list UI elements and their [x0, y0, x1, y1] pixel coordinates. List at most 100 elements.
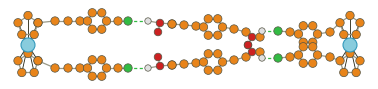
Circle shape: [308, 43, 317, 51]
Circle shape: [326, 53, 334, 61]
Circle shape: [199, 23, 208, 31]
Circle shape: [244, 41, 252, 49]
Circle shape: [76, 17, 84, 25]
Circle shape: [98, 56, 106, 64]
Circle shape: [21, 38, 35, 52]
Circle shape: [102, 64, 111, 72]
Circle shape: [336, 57, 344, 65]
Circle shape: [34, 19, 42, 27]
Circle shape: [145, 18, 151, 24]
Circle shape: [124, 64, 132, 72]
Circle shape: [199, 58, 208, 66]
Circle shape: [204, 31, 212, 39]
Circle shape: [308, 38, 317, 46]
Circle shape: [114, 64, 122, 72]
Circle shape: [343, 38, 357, 52]
Circle shape: [102, 17, 111, 25]
Circle shape: [168, 20, 176, 28]
Circle shape: [34, 57, 42, 65]
Circle shape: [18, 30, 26, 39]
Circle shape: [214, 31, 222, 39]
Circle shape: [356, 19, 364, 27]
Circle shape: [242, 28, 250, 36]
Circle shape: [156, 19, 164, 27]
Circle shape: [356, 57, 364, 65]
Circle shape: [98, 9, 106, 17]
Circle shape: [168, 20, 176, 28]
Circle shape: [242, 53, 250, 61]
Circle shape: [180, 60, 188, 68]
Circle shape: [230, 25, 238, 33]
Circle shape: [145, 65, 151, 71]
Circle shape: [256, 33, 264, 41]
Circle shape: [248, 33, 256, 41]
Circle shape: [259, 55, 265, 61]
Circle shape: [346, 49, 354, 58]
Circle shape: [34, 19, 42, 27]
Circle shape: [34, 57, 42, 65]
Circle shape: [248, 48, 256, 56]
Circle shape: [286, 53, 294, 61]
Circle shape: [154, 28, 162, 36]
Circle shape: [88, 56, 96, 64]
Circle shape: [168, 61, 176, 69]
Circle shape: [274, 27, 282, 35]
Circle shape: [204, 66, 212, 74]
Circle shape: [313, 30, 322, 38]
Circle shape: [180, 21, 188, 29]
Circle shape: [352, 68, 360, 77]
Circle shape: [299, 22, 307, 30]
Circle shape: [30, 68, 39, 77]
Circle shape: [192, 59, 200, 67]
Circle shape: [88, 25, 96, 33]
Circle shape: [259, 28, 265, 34]
Circle shape: [98, 72, 106, 80]
Circle shape: [256, 48, 264, 56]
Circle shape: [308, 22, 317, 30]
Circle shape: [313, 51, 322, 59]
Circle shape: [76, 64, 84, 72]
Circle shape: [98, 25, 106, 33]
Circle shape: [299, 43, 307, 51]
Circle shape: [204, 15, 212, 23]
Circle shape: [18, 68, 26, 77]
Circle shape: [124, 17, 132, 25]
Circle shape: [88, 9, 96, 17]
Circle shape: [114, 17, 122, 25]
Circle shape: [88, 72, 96, 80]
Circle shape: [24, 49, 32, 58]
Circle shape: [51, 64, 59, 72]
Circle shape: [214, 66, 222, 74]
Circle shape: [83, 17, 92, 25]
Circle shape: [244, 41, 252, 49]
Circle shape: [294, 51, 303, 59]
Circle shape: [346, 11, 354, 20]
Circle shape: [336, 19, 344, 27]
Circle shape: [156, 62, 164, 70]
Circle shape: [339, 30, 348, 39]
Circle shape: [230, 56, 238, 64]
Circle shape: [299, 59, 307, 67]
Circle shape: [286, 28, 294, 36]
Circle shape: [51, 17, 59, 25]
Circle shape: [274, 54, 282, 62]
Circle shape: [214, 50, 222, 58]
Circle shape: [83, 64, 92, 72]
Circle shape: [294, 30, 303, 38]
Circle shape: [326, 28, 334, 36]
Circle shape: [218, 23, 227, 31]
Circle shape: [204, 50, 212, 58]
Circle shape: [339, 68, 348, 77]
Circle shape: [14, 57, 22, 65]
Circle shape: [168, 61, 176, 69]
Circle shape: [30, 30, 39, 39]
Circle shape: [154, 53, 162, 61]
Circle shape: [218, 58, 227, 66]
Circle shape: [192, 22, 200, 30]
Circle shape: [299, 38, 307, 46]
Circle shape: [14, 19, 22, 27]
Circle shape: [352, 30, 360, 39]
Circle shape: [308, 59, 317, 67]
Circle shape: [64, 64, 72, 72]
Circle shape: [214, 15, 222, 23]
